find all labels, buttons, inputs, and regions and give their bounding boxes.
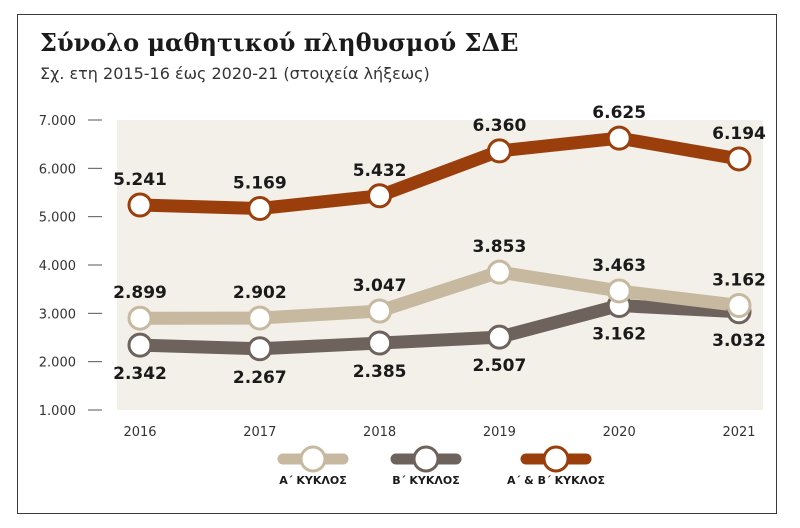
chart-subtitle: Σχ. ετη 2015-16 έως 2020-21 (στοιχεία λή… (40, 64, 430, 83)
data-label: 2.899 (113, 283, 167, 303)
data-label: 6.625 (592, 103, 646, 123)
data-point-marker (606, 125, 632, 151)
legend-label: Α΄ & Β΄ ΚΥΚΛΟΣ (507, 474, 605, 487)
legend-swatch-marker (299, 445, 327, 473)
legend-swatch-marker (542, 445, 570, 473)
y-tick-label: 7.000 (39, 114, 76, 129)
data-point-marker (127, 192, 153, 218)
data-label: 5.432 (353, 161, 407, 181)
y-tick-label: 5.000 (39, 211, 76, 226)
y-tick-label: 3.000 (39, 307, 76, 322)
x-tick-label: 2016 (123, 425, 156, 440)
data-point-marker (486, 324, 512, 350)
legend-label: Β΄ ΚΥΚΛΟΣ (392, 474, 459, 487)
data-label: 2.267 (233, 368, 287, 388)
x-tick-label: 2020 (603, 425, 636, 440)
data-point-marker (367, 330, 393, 356)
legend-swatch-marker (412, 445, 440, 473)
data-point-marker (127, 332, 153, 358)
data-point-marker (247, 305, 273, 331)
data-label: 6.194 (712, 124, 766, 144)
data-label: 5.169 (233, 173, 287, 193)
x-tick-label: 2017 (243, 425, 276, 440)
data-label: 6.360 (473, 116, 527, 136)
data-point-marker (726, 146, 752, 172)
data-point-marker (726, 293, 752, 319)
data-point-marker (247, 336, 273, 362)
y-tick-label: 6.000 (39, 162, 76, 177)
data-point-marker (606, 278, 632, 304)
data-label: 3.047 (353, 276, 407, 296)
series-line (133, 299, 746, 356)
y-tick-label: 1.000 (39, 404, 76, 419)
data-point-marker (486, 259, 512, 285)
series-line (133, 265, 746, 325)
data-point-marker (367, 298, 393, 324)
data-label: 3.463 (592, 256, 646, 276)
x-tick-label: 2021 (722, 425, 755, 440)
legend: Α΄ ΚΥΚΛΟΣ Β΄ ΚΥΚΛΟΣ Α΄ & Β΄ ΚΥΚΛΟΣ (277, 445, 605, 487)
data-label: 3.162 (592, 325, 646, 345)
y-tick-label: 2.000 (39, 356, 76, 371)
data-label: 3.853 (473, 237, 527, 257)
data-point-marker (367, 183, 393, 209)
data-label: 2.902 (233, 283, 287, 303)
legend-label: Α΄ ΚΥΚΛΟΣ (279, 474, 347, 487)
data-label: 2.507 (473, 356, 527, 376)
data-point-marker (486, 138, 512, 164)
y-tick-label: 4.000 (39, 259, 76, 274)
plot-area (117, 120, 763, 410)
data-label: 3.032 (712, 331, 766, 351)
series-group: 2.899 2.902 3.047 3.853 3.463 3.162 2.342 2.267… (113, 103, 766, 388)
series-line (133, 131, 746, 215)
data-label: 5.241 (113, 170, 167, 190)
data-point-marker (127, 305, 153, 331)
data-label: 2.385 (353, 362, 407, 382)
data-label: 2.342 (113, 364, 167, 384)
x-tick-label: 2018 (363, 425, 396, 440)
data-label: 3.162 (712, 271, 766, 291)
data-point-marker (247, 195, 273, 221)
chart-title: Σύνολο μαθητικού πληθυσμού ΣΔΕ (40, 28, 519, 57)
x-tick-label: 2019 (483, 425, 516, 440)
